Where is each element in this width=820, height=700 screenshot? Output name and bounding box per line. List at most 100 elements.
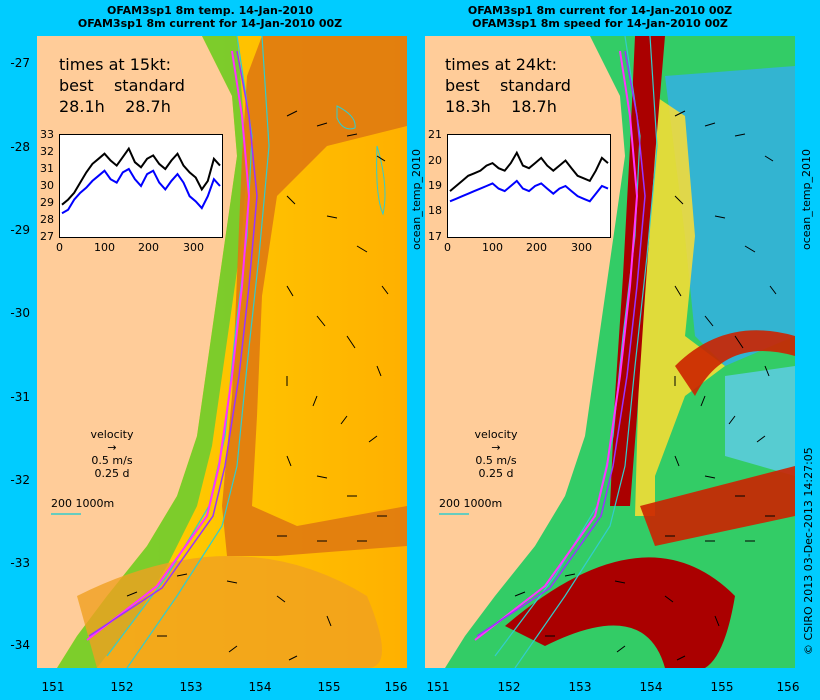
lat-tick: -30 (10, 306, 30, 320)
lat-tick: -27 (10, 56, 30, 70)
standard-value: 18.7h (511, 97, 557, 116)
lon-tick: 154 (248, 680, 272, 694)
lon-tick: 153 (179, 680, 203, 694)
times-values-row: 28.1h 28.7h (59, 96, 185, 117)
left-title: OFAM3sp1 8m temp. 14-Jan-2010 OFAM3sp1 8… (60, 4, 360, 30)
fast-core (675, 330, 795, 396)
standard-label: standard (113, 76, 185, 95)
fast-core (505, 557, 735, 668)
velocity-legend: velocity → 0.5 m/s 0.25 d (461, 428, 531, 480)
route-best (86, 50, 251, 641)
inset-y-tick: 28 (40, 213, 54, 226)
left-title-line2: OFAM3sp1 8m current for 14-Jan-2010 00Z (77, 17, 343, 30)
lat-tick: -28 (10, 140, 30, 154)
inset-x-tick: 100 (94, 241, 115, 254)
temperature-map-panel[interactable]: times at 15kt: best standard 28.1h 28.7h… (37, 36, 407, 668)
right-title-line1: OFAM3sp1 8m current for 14-Jan-2010 00Z (467, 4, 733, 17)
velocity-arrows (514, 110, 777, 661)
lon-tick: 153 (568, 680, 592, 694)
credit-label: © CSIRO 2013 03-Dec-2013 14:27:05 (802, 447, 815, 655)
route-best (474, 50, 639, 641)
standard-label: standard (499, 76, 571, 95)
times-heading: times at 15kt: (59, 55, 172, 74)
best-label: best (445, 76, 480, 95)
lon-tick: 151 (426, 680, 450, 694)
right-side-label: ocean_temp_2010 (800, 148, 813, 250)
lon-tick: 154 (639, 680, 663, 694)
inset-y-tick: 33 (40, 128, 54, 141)
velocity-arrow-icon: → (107, 441, 117, 454)
depth-legend: 200 1000m (51, 497, 115, 510)
speed-map-panel[interactable]: times at 24kt: best standard 18.3h 18.7h… (425, 36, 795, 668)
inset-x-tick: 0 (444, 241, 451, 254)
inset-series-blue (449, 179, 609, 203)
lat-tick: -34 (10, 638, 30, 652)
times-labels-row: best standard (59, 75, 185, 96)
depth-legend: 200 1000m (439, 497, 503, 510)
lon-tick: 155 (710, 680, 734, 694)
times-values-row: 18.3h 18.7h (445, 96, 571, 117)
lon-tick: 152 (110, 680, 134, 694)
velocity-label: velocity (474, 428, 518, 441)
velocity-speed: 0.5 m/s (91, 454, 133, 467)
moderate-zone (635, 96, 725, 516)
lon-tick: 151 (41, 680, 65, 694)
inset-y-tick: 18 (428, 204, 442, 217)
left-side-label: ocean_temp_2010 (410, 148, 423, 250)
slow-zone (725, 366, 795, 476)
inset-y-tick: 17 (428, 230, 442, 243)
current-core (222, 36, 407, 556)
inset-series-blue (61, 167, 221, 215)
inset-x-tick: 200 (526, 241, 547, 254)
best-label: best (59, 76, 94, 95)
coastal-shelf (57, 36, 247, 668)
velocity-arrow-icon: → (491, 441, 501, 454)
speed-inset-chart (447, 134, 611, 238)
fast-core (640, 466, 795, 546)
temperature-map (57, 36, 407, 668)
inset-series-black (61, 146, 221, 206)
inset-y-tick: 21 (428, 128, 442, 141)
temperature-inset-chart (59, 134, 223, 238)
seamount-contour (336, 105, 356, 130)
seamount-contour (376, 145, 386, 216)
velocity-legend: velocity → 0.5 m/s 0.25 d (77, 428, 147, 480)
inset-series-black (449, 150, 609, 192)
times-labels-row: best standard (445, 75, 571, 96)
lon-tick: 156 (776, 680, 800, 694)
velocity-speed: 0.5 m/s (475, 454, 517, 467)
eddy-warm (77, 556, 382, 668)
lat-tick: -32 (10, 473, 30, 487)
inset-left-svg (61, 146, 221, 215)
inset-x-tick: 300 (183, 241, 204, 254)
route-standard (476, 50, 646, 637)
depth-legend-line (51, 513, 81, 515)
inset-y-tick: 29 (40, 196, 54, 209)
velocity-time: 0.25 d (478, 467, 514, 480)
inset-x-tick: 0 (56, 241, 63, 254)
inset-x-tick: 200 (138, 241, 159, 254)
inset-y-tick: 31 (40, 162, 54, 175)
velocity-label: velocity (90, 428, 134, 441)
slow-zone (665, 66, 795, 366)
speed-map (445, 36, 795, 668)
inset-right-svg (449, 150, 609, 203)
ocean-area (57, 36, 407, 668)
lon-tick: 156 (384, 680, 408, 694)
isobath-1000 (514, 36, 658, 668)
best-value: 18.3h (445, 97, 491, 116)
transit-times-box: times at 15kt: best standard 28.1h 28.7h (59, 54, 185, 117)
lon-tick: 155 (317, 680, 341, 694)
velocity-time: 0.25 d (94, 467, 130, 480)
inset-x-tick: 300 (571, 241, 592, 254)
best-value: 28.1h (59, 97, 105, 116)
lat-tick: -33 (10, 556, 30, 570)
transit-times-box: times at 24kt: best standard 18.3h 18.7h (445, 54, 571, 117)
lat-tick: -31 (10, 390, 30, 404)
depth-legend-line (439, 513, 469, 515)
velocity-arrows (126, 110, 389, 661)
lon-tick: 152 (497, 680, 521, 694)
right-title-line2: OFAM3sp1 8m speed for 14-Jan-2010 00Z (472, 17, 728, 30)
isobath-1000 (126, 36, 270, 668)
inset-y-tick: 19 (428, 179, 442, 192)
